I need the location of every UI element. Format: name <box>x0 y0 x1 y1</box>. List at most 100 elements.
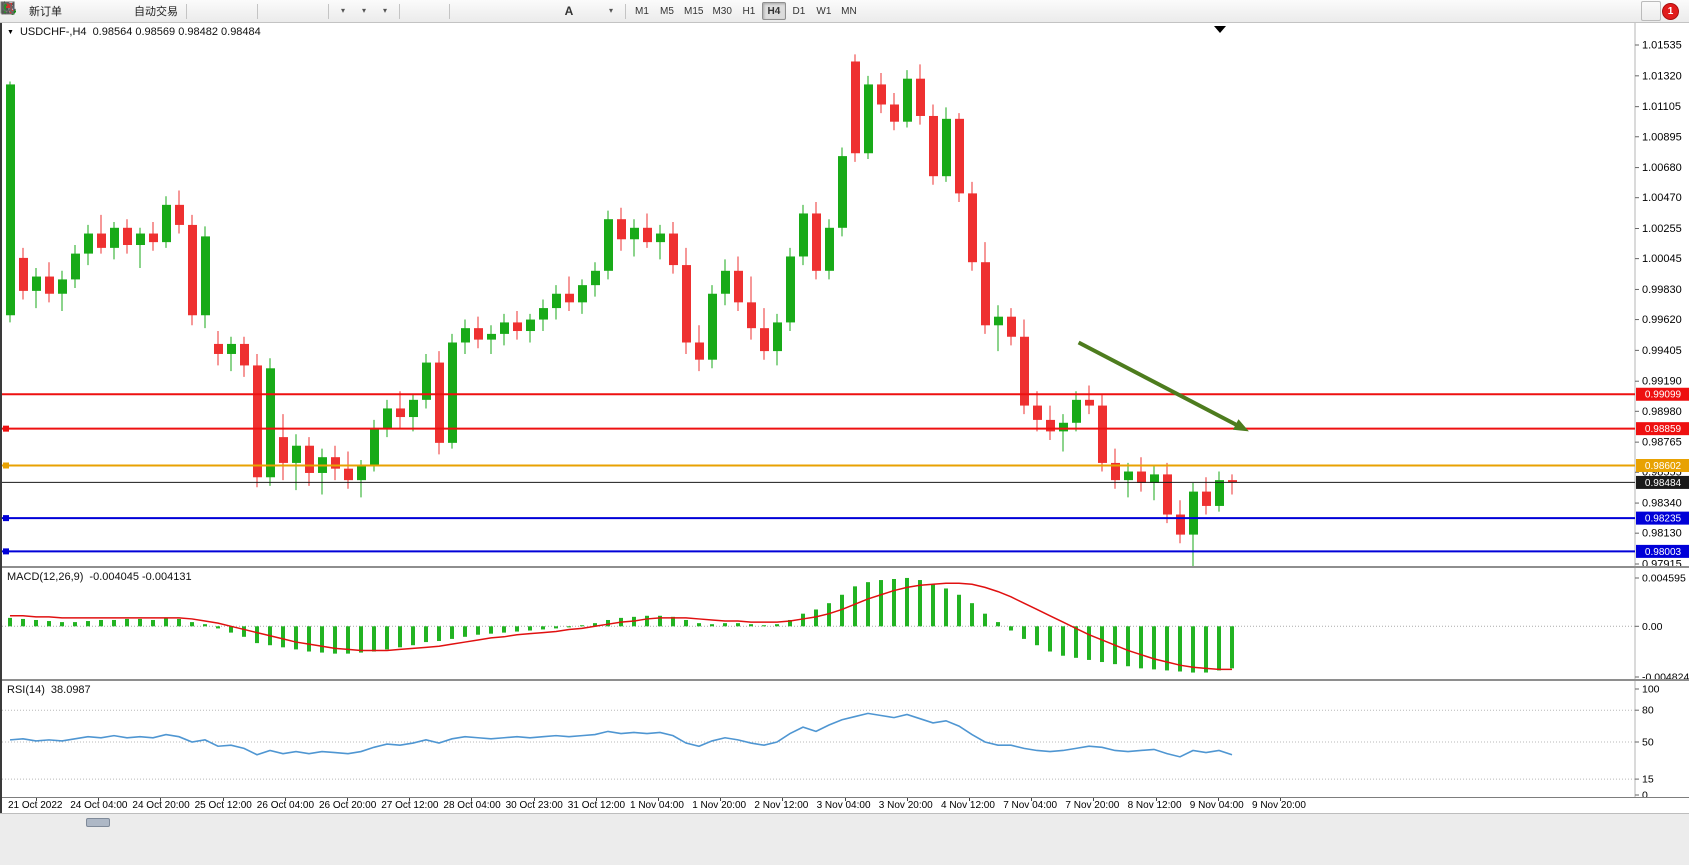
time-axis-label: 4 Nov 12:00 <box>941 800 995 811</box>
new-order-label: 新订单 <box>29 6 62 18</box>
rsi-canvas[interactable]: 100 80 50 15 0 <box>2 681 1689 797</box>
community-button[interactable] <box>2 1 129 21</box>
svg-text:0.99620: 0.99620 <box>1642 314 1682 326</box>
svg-text:80: 80 <box>1642 705 1654 717</box>
trend-arrow-annotation[interactable] <box>1077 340 1249 432</box>
auto-trading-label: 自动交易 <box>134 6 178 18</box>
candlestick-chart-button[interactable] <box>2 1 232 21</box>
time-axis-label: 1 Nov 04:00 <box>630 800 684 811</box>
bar-chart-button[interactable] <box>2 1 211 21</box>
timeframe-h4-button[interactable]: H4 <box>761 2 786 20</box>
macd-histogram <box>8 577 1234 673</box>
market-watch-button[interactable] <box>2 1 108 21</box>
panel-splitter[interactable] <box>2 679 1689 681</box>
price-tag-label: 0.98003 <box>1645 547 1682 558</box>
timeframe-m1-button[interactable]: M1 <box>630 2 654 20</box>
time-axis-tick <box>98 798 100 801</box>
indicator-list-button[interactable] <box>3 1 87 21</box>
time-axis-label: 24 Oct 20:00 <box>132 800 190 811</box>
channel-tool-button[interactable] <box>1 1 537 21</box>
chart-shift-marker-icon[interactable] <box>1214 26 1226 33</box>
timeframe-m5-button[interactable]: M5 <box>655 2 679 20</box>
macd-canvas[interactable]: 0.004595 0.00 -0.004824 <box>2 568 1689 679</box>
cursor-button[interactable] <box>4 1 424 21</box>
bottom-status-area <box>0 813 1689 865</box>
price-tag <box>1636 422 1689 436</box>
line-handle[interactable] <box>3 548 9 555</box>
time-axis-tick <box>1217 798 1219 801</box>
rsi-panel[interactable]: 100 80 50 15 0 RSI(14) 38.0987 <box>2 681 1689 797</box>
line-handle[interactable] <box>3 515 9 522</box>
timeframe-d1-button[interactable]: D1 <box>787 2 811 20</box>
time-axis-label: 1 Nov 20:00 <box>692 800 747 811</box>
time-axis-label: 7 Nov 04:00 <box>1003 800 1058 811</box>
line-chart-button[interactable] <box>1 1 253 21</box>
svg-text:0.98765: 0.98765 <box>1642 437 1682 449</box>
price-tag-label: 0.99099 <box>1645 390 1682 401</box>
timeframe-w1-button[interactable]: W1 <box>812 2 836 20</box>
main-chart-canvas[interactable]: 1.01535 1.01320 1.01105 1.00895 1.00680 1.004… <box>2 23 1689 566</box>
add-indicator-button[interactable]: ▾ <box>1 1 353 21</box>
panel-splitter[interactable] <box>2 566 1689 568</box>
line-handle[interactable] <box>3 425 9 432</box>
periods-button[interactable]: ▾ <box>2 1 374 21</box>
notification-count: 1 <box>1667 5 1674 17</box>
trendline-tool-button[interactable] <box>1 1 516 21</box>
macd-axis-labels: 0.004595 0.00 -0.004824 <box>1635 573 1689 679</box>
time-axis-tick <box>720 798 722 801</box>
main-chart-panel[interactable]: 1.01535 1.01320 1.01105 1.00895 1.00680 1.004… <box>2 23 1689 566</box>
svg-text:0.00: 0.00 <box>1642 621 1663 633</box>
time-axis-tick <box>1093 798 1095 801</box>
main-toolbar: ▾ 新订单 <box>0 0 1689 23</box>
chart-window: 1.01535 1.01320 1.01105 1.00895 1.00680 1.004… <box>0 23 1689 813</box>
toolbar-separator <box>449 3 450 19</box>
label-tool-button[interactable] <box>3 1 600 21</box>
toolbar-separator <box>257 3 258 19</box>
svg-text:0.98980: 0.98980 <box>1642 406 1682 418</box>
horizontal-scrollbar-thumb[interactable] <box>86 818 110 827</box>
svg-text:0.99405: 0.99405 <box>1642 345 1682 357</box>
new-order-button[interactable]: 新订单 <box>2 1 66 21</box>
vertical-line-tool-button[interactable] <box>7 1 474 21</box>
notification-badge[interactable]: 1 <box>1662 2 1679 20</box>
fibonacci-tool-button[interactable] <box>2 1 558 21</box>
tile-windows-button[interactable] <box>1 1 324 21</box>
time-axis-label: 31 Oct 12:00 <box>567 800 626 811</box>
text-tool-button[interactable]: A <box>559 1 579 21</box>
horizontal-lines-layer[interactable]: 0.99099 0.98859 0.98602 0.98484 0.98235 0.980… <box>2 387 1689 558</box>
macd-panel[interactable]: 0.004595 0.00 -0.004824 MACD(12,26,9) -0.0… <box>2 568 1689 679</box>
timeframe-mn-button[interactable]: MN <box>837 2 861 20</box>
price-tag <box>1636 511 1689 525</box>
toolbar-separator <box>328 3 329 19</box>
time-axis-label: 3 Nov 04:00 <box>816 800 871 811</box>
zoom-in-button[interactable] <box>2 1 282 21</box>
line-handle[interactable] <box>3 462 9 469</box>
time-axis-tick <box>595 798 597 801</box>
time-axis-label: 27 Oct 12:00 <box>381 800 439 811</box>
templates-button[interactable]: ▾ <box>2 1 395 21</box>
zoom-out-button[interactable] <box>2 1 303 21</box>
arrows-tool-button[interactable]: ▾ <box>2 1 621 21</box>
time-axis[interactable]: 21 Oct 2022 24 Oct 04:00 24 Oct 20:00 25 Oc… <box>2 797 1689 813</box>
horizontal-line-tool-button[interactable] <box>2 1 495 21</box>
time-axis-label: 26 Oct 04:00 <box>256 800 315 811</box>
time-axis-label: 28 Oct 04:00 <box>443 800 501 811</box>
svg-text:1.01105: 1.01105 <box>1642 101 1681 113</box>
price-tag <box>1636 475 1689 489</box>
candles-layer[interactable] <box>6 54 1237 566</box>
auto-trading-button[interactable]: 自动交易 <box>2 1 182 21</box>
timeframe-m30-button[interactable]: M30 <box>708 2 735 20</box>
time-axis-label: 3 Nov 20:00 <box>878 800 933 811</box>
time-axis-label: 8 Nov 12:00 <box>1127 800 1182 811</box>
timeframe-m15-button[interactable]: M15 <box>680 2 707 20</box>
crosshair-button[interactable] <box>2 1 445 21</box>
timeframe-h1-button[interactable]: H1 <box>737 2 761 20</box>
time-axis-label: 30 Oct 23:00 <box>505 800 563 811</box>
time-axis-label: 21 Oct 2022 <box>8 800 63 811</box>
time-axis-tick <box>969 798 970 801</box>
search-button[interactable] <box>2 1 1661 21</box>
time-axis-tick <box>533 798 535 801</box>
svg-text:0.98130: 0.98130 <box>1642 528 1682 540</box>
time-axis-label: 2 Nov 12:00 <box>754 800 809 811</box>
